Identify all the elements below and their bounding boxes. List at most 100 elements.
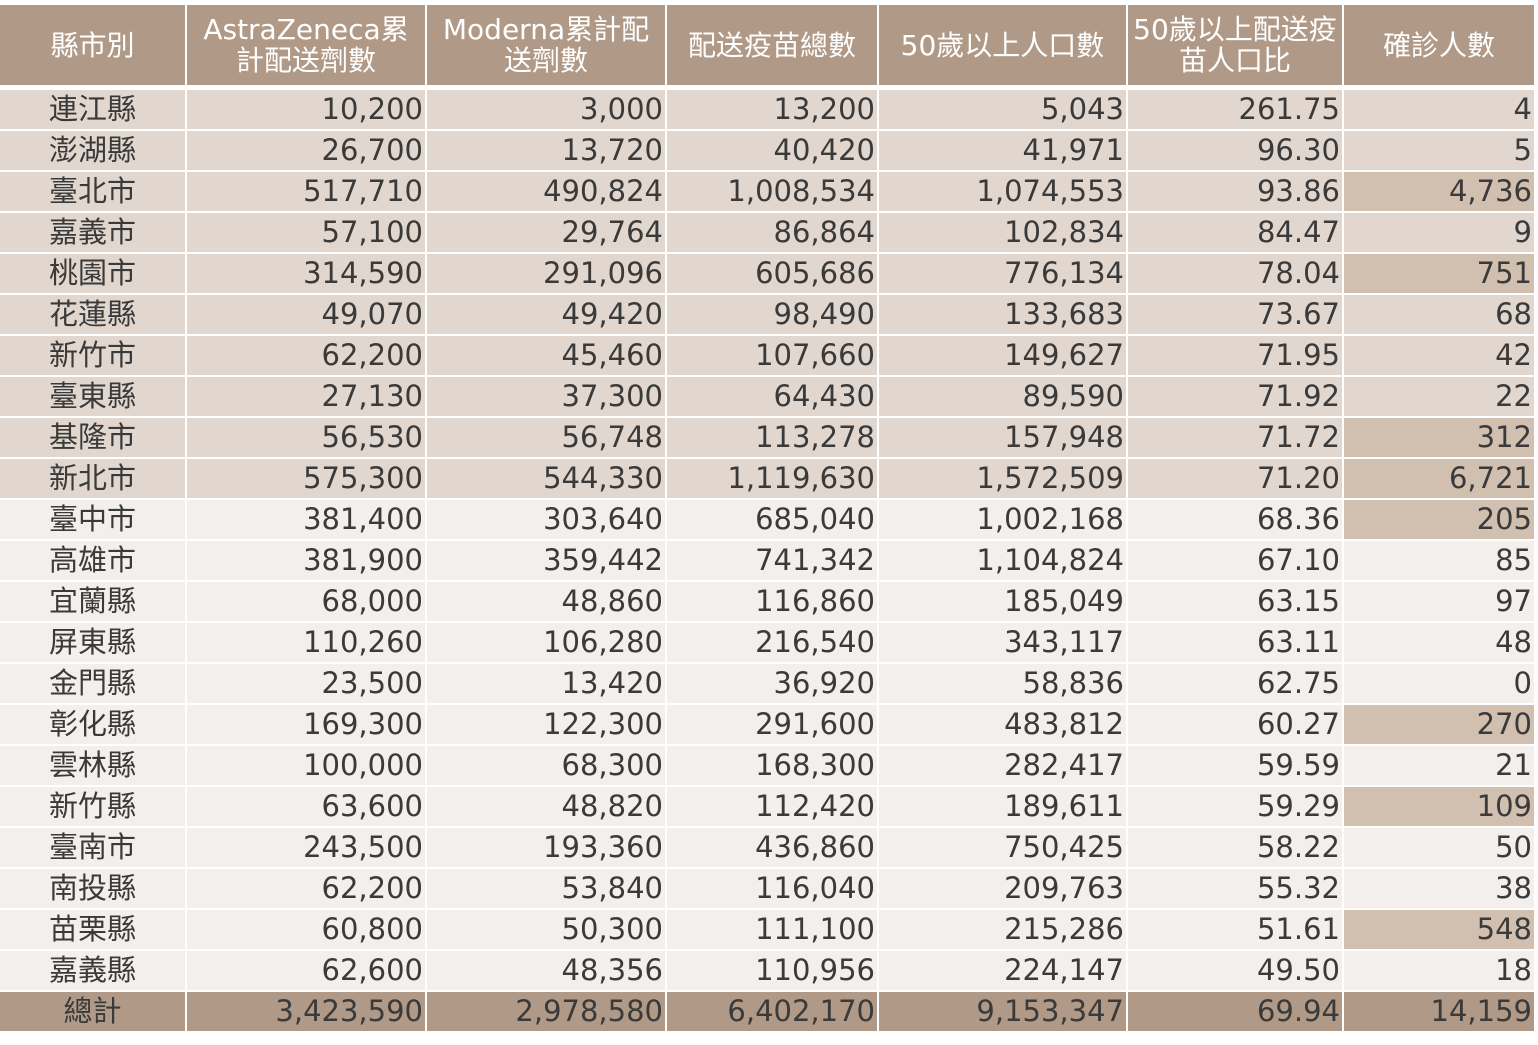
pop-50plus-cell: 343,117 bbox=[878, 622, 1128, 664]
az-doses-cell: 26,700 bbox=[186, 130, 427, 172]
dose-ratio-cell: 71.20 bbox=[1127, 458, 1344, 500]
pop-50plus-cell: 209,763 bbox=[878, 868, 1128, 910]
table-row: 基隆市 56,530 56,748 113,278 157,948 71.72 312 bbox=[0, 417, 1534, 459]
confirmed-cases-cell: 85 bbox=[1343, 540, 1534, 582]
pop-50plus-cell: 133,683 bbox=[878, 294, 1128, 336]
confirmed-cases-cell: 0 bbox=[1343, 663, 1534, 705]
total-doses-cell: 116,040 bbox=[666, 868, 879, 910]
confirmed-cases-cell: 22 bbox=[1343, 376, 1534, 418]
dose-ratio-cell: 71.72 bbox=[1127, 417, 1344, 459]
table-row: 桃園市 314,590 291,096 605,686 776,134 78.04 751 bbox=[0, 253, 1534, 295]
dose-ratio-cell: 96.30 bbox=[1127, 130, 1344, 172]
total-county-cell: 總計 bbox=[0, 991, 187, 1033]
total-doses-cell: 64,430 bbox=[666, 376, 879, 418]
county-cell: 新竹市 bbox=[0, 335, 187, 377]
az-doses-cell: 62,200 bbox=[186, 335, 427, 377]
moderna-doses-cell: 193,360 bbox=[426, 827, 667, 869]
table-row: 臺東縣 27,130 37,300 64,430 89,590 71.92 22 bbox=[0, 376, 1534, 418]
county-cell: 新竹縣 bbox=[0, 786, 187, 828]
total-doses-cell: 40,420 bbox=[666, 130, 879, 172]
az-doses-cell: 49,070 bbox=[186, 294, 427, 336]
dose-ratio-cell: 49.50 bbox=[1127, 950, 1344, 992]
table-row: 臺中市 381,400 303,640 685,040 1,002,168 68.36 20… bbox=[0, 499, 1534, 541]
pop-50plus-cell: 102,834 bbox=[878, 212, 1128, 254]
table-row: 屏東縣 110,260 106,280 216,540 343,117 63.11 48 bbox=[0, 622, 1534, 664]
total-doses-cell: 107,660 bbox=[666, 335, 879, 377]
county-cell: 嘉義縣 bbox=[0, 950, 187, 992]
confirmed-cases-cell: 42 bbox=[1343, 335, 1534, 377]
moderna-doses-cell: 3,000 bbox=[426, 87, 667, 131]
moderna-doses-cell: 291,096 bbox=[426, 253, 667, 295]
county-cell: 基隆市 bbox=[0, 417, 187, 459]
county-cell: 臺中市 bbox=[0, 499, 187, 541]
moderna-doses-cell: 122,300 bbox=[426, 704, 667, 746]
az-doses-cell: 100,000 bbox=[186, 745, 427, 787]
header-county: 縣市別 bbox=[0, 5, 187, 88]
dose-ratio-cell: 59.29 bbox=[1127, 786, 1344, 828]
pop-50plus-cell: 185,049 bbox=[878, 581, 1128, 623]
pop-50plus-cell: 224,147 bbox=[878, 950, 1128, 992]
dose-ratio-cell: 71.92 bbox=[1127, 376, 1344, 418]
table-row: 嘉義市 57,100 29,764 86,864 102,834 84.47 9 bbox=[0, 212, 1534, 254]
pop-50plus-cell: 89,590 bbox=[878, 376, 1128, 418]
total-doses-cell: 216,540 bbox=[666, 622, 879, 664]
moderna-doses-cell: 544,330 bbox=[426, 458, 667, 500]
total-doses-cell: 1,119,630 bbox=[666, 458, 879, 500]
table-row: 新北市 575,300 544,330 1,119,630 1,572,509 71.20… bbox=[0, 458, 1534, 500]
confirmed-cases-cell: 97 bbox=[1343, 581, 1534, 623]
dose-ratio-cell: 63.15 bbox=[1127, 581, 1344, 623]
pop-50plus-cell: 776,134 bbox=[878, 253, 1128, 295]
confirmed-cases-cell: 312 bbox=[1343, 417, 1534, 459]
az-doses-cell: 169,300 bbox=[186, 704, 427, 746]
moderna-doses-cell: 490,824 bbox=[426, 171, 667, 213]
county-cell: 屏東縣 bbox=[0, 622, 187, 664]
az-doses-cell: 110,260 bbox=[186, 622, 427, 664]
moderna-doses-cell: 106,280 bbox=[426, 622, 667, 664]
county-cell: 高雄市 bbox=[0, 540, 187, 582]
table-row: 澎湖縣 26,700 13,720 40,420 41,971 96.30 5 bbox=[0, 130, 1534, 172]
pop-50plus-cell: 189,611 bbox=[878, 786, 1128, 828]
confirmed-cases-cell: 109 bbox=[1343, 786, 1534, 828]
az-doses-cell: 381,400 bbox=[186, 499, 427, 541]
az-doses-cell: 10,200 bbox=[186, 87, 427, 131]
county-cell: 南投縣 bbox=[0, 868, 187, 910]
total-confirmed-cases-cell: 14,159 bbox=[1343, 991, 1534, 1033]
county-cell: 連江縣 bbox=[0, 87, 187, 131]
moderna-doses-cell: 13,420 bbox=[426, 663, 667, 705]
county-cell: 臺東縣 bbox=[0, 376, 187, 418]
dose-ratio-cell: 59.59 bbox=[1127, 745, 1344, 787]
table-row: 金門縣 23,500 13,420 36,920 58,836 62.75 0 bbox=[0, 663, 1534, 705]
az-doses-cell: 68,000 bbox=[186, 581, 427, 623]
total-doses-cell: 291,600 bbox=[666, 704, 879, 746]
table-row: 彰化縣 169,300 122,300 291,600 483,812 60.27 270 bbox=[0, 704, 1534, 746]
confirmed-cases-cell: 4,736 bbox=[1343, 171, 1534, 213]
dose-ratio-cell: 84.47 bbox=[1127, 212, 1344, 254]
county-cell: 新北市 bbox=[0, 458, 187, 500]
dose-ratio-cell: 60.27 bbox=[1127, 704, 1344, 746]
confirmed-cases-cell: 21 bbox=[1343, 745, 1534, 787]
confirmed-cases-cell: 18 bbox=[1343, 950, 1534, 992]
confirmed-cases-cell: 205 bbox=[1343, 499, 1534, 541]
table-row: 嘉義縣 62,600 48,356 110,956 224,147 49.50 18 bbox=[0, 950, 1534, 992]
moderna-doses-cell: 49,420 bbox=[426, 294, 667, 336]
pop-50plus-cell: 483,812 bbox=[878, 704, 1128, 746]
pop-50plus-cell: 5,043 bbox=[878, 87, 1128, 131]
total-doses-cell: 168,300 bbox=[666, 745, 879, 787]
moderna-doses-cell: 48,356 bbox=[426, 950, 667, 992]
header-row: 縣市別 AstraZeneca累計配送劑數 Moderna累計配送劑數 配送疫苗… bbox=[0, 5, 1534, 88]
pop-50plus-cell: 58,836 bbox=[878, 663, 1128, 705]
pop-50plus-cell: 1,074,553 bbox=[878, 171, 1128, 213]
header-moderna-doses: Moderna累計配送劑數 bbox=[426, 5, 667, 88]
vaccine-distribution-table: 縣市別 AstraZeneca累計配送劑數 Moderna累計配送劑數 配送疫苗… bbox=[0, 5, 1534, 1033]
county-cell: 彰化縣 bbox=[0, 704, 187, 746]
confirmed-cases-cell: 9 bbox=[1343, 212, 1534, 254]
dose-ratio-cell: 67.10 bbox=[1127, 540, 1344, 582]
confirmed-cases-cell: 751 bbox=[1343, 253, 1534, 295]
county-cell: 花蓮縣 bbox=[0, 294, 187, 336]
table-row: 南投縣 62,200 53,840 116,040 209,763 55.32 38 bbox=[0, 868, 1534, 910]
dose-ratio-cell: 62.75 bbox=[1127, 663, 1344, 705]
dose-ratio-cell: 71.95 bbox=[1127, 335, 1344, 377]
table-row: 高雄市 381,900 359,442 741,342 1,104,824 67.10 85 bbox=[0, 540, 1534, 582]
confirmed-cases-cell: 4 bbox=[1343, 87, 1534, 131]
az-doses-cell: 57,100 bbox=[186, 212, 427, 254]
